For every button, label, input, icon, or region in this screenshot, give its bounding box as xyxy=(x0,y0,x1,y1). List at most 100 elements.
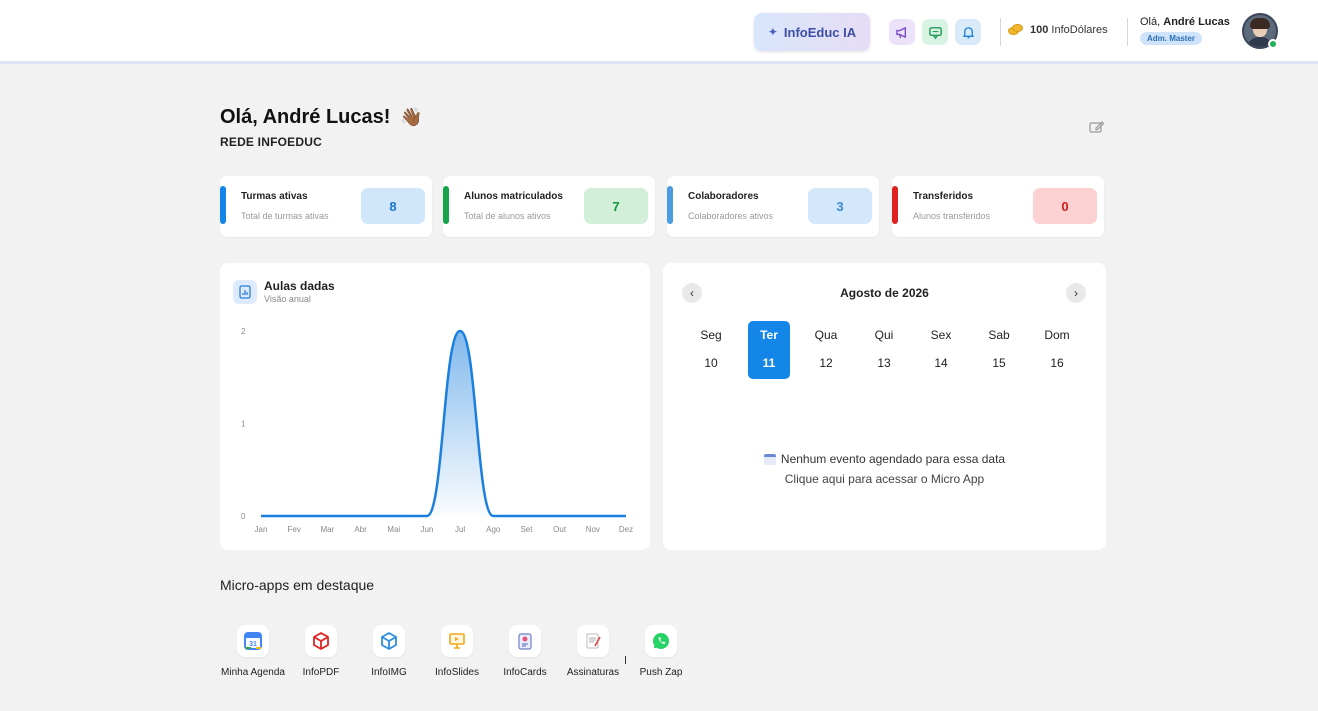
stat-value: 0 xyxy=(1033,188,1097,224)
day-date: 14 xyxy=(934,356,948,370)
app-label: Push Zap xyxy=(639,667,683,678)
waving-hand-icon: 👋🏾 xyxy=(400,107,423,127)
calendar-app-icon: 31 xyxy=(237,625,269,657)
calendar-day[interactable]: Sex 14 xyxy=(920,321,962,379)
micro-app-infoslides[interactable]: InfoSlides xyxy=(422,625,492,678)
day-date: 15 xyxy=(992,356,1006,370)
day-date: 16 xyxy=(1050,356,1064,370)
app-label: InfoSlides xyxy=(435,667,479,678)
network-name: REDE INFOEDUC xyxy=(220,135,322,149)
next-month-button[interactable]: › xyxy=(1066,283,1086,303)
no-event-message: Nenhum evento agendado para essa data xyxy=(663,452,1106,466)
role-badge: Adm. Master xyxy=(1140,32,1203,45)
day-name: Sab xyxy=(988,328,1010,342)
stat-title: Turmas ativas xyxy=(241,191,308,202)
chat-icon[interactable] xyxy=(922,19,948,45)
stat-card-transferidos[interactable]: Transferidos Alunos transferidos 0 xyxy=(892,176,1104,237)
sparkle-icon: ✦ xyxy=(767,25,778,39)
micro-apps-title: Micro-apps em destaque xyxy=(220,577,375,593)
stat-accent-bar xyxy=(667,186,673,224)
micro-app-infopdf[interactable]: InfoPDF xyxy=(286,625,356,678)
app-label: InfoPDF xyxy=(302,667,340,678)
x-tick-label: Mai xyxy=(387,525,400,534)
x-tick-label: Set xyxy=(520,525,533,534)
stat-card-colaboradores[interactable]: Colaboradores Colaboradores ativos 3 xyxy=(667,176,879,237)
series-line xyxy=(261,329,626,518)
stat-value: 7 xyxy=(584,188,648,224)
online-status-dot xyxy=(1268,39,1278,49)
x-tick-label: Nov xyxy=(586,525,600,534)
stat-value: 3 xyxy=(808,188,872,224)
coins-unit: InfoDólares xyxy=(1051,24,1108,36)
stat-subtitle: Alunos transferidos xyxy=(913,211,991,221)
calendar-card: ‹ Agosto de 2026 › Seg 10 Ter 11 Qua 12 Qui… xyxy=(663,263,1106,550)
divider xyxy=(1127,18,1128,46)
user-greeting: Olá, André Lucas xyxy=(1140,16,1230,28)
x-tick-label: Mar xyxy=(320,525,334,534)
calendar-day[interactable]: Sab 15 xyxy=(978,321,1020,379)
calendar-day[interactable]: Dom 16 xyxy=(1036,321,1078,379)
prev-month-button[interactable]: ‹ xyxy=(682,283,702,303)
edit-icon[interactable] xyxy=(1089,120,1105,134)
chart-subtitle: Visão anual xyxy=(264,294,311,304)
x-tick-label: Abr xyxy=(354,525,367,534)
calendar-day[interactable]: Qua 12 xyxy=(805,321,847,379)
micro-app-minha-agenda[interactable]: 31 Minha Agenda xyxy=(218,625,288,678)
stat-title: Alunos matriculados xyxy=(464,191,563,202)
stat-subtitle: Total de turmas ativas xyxy=(241,211,329,221)
calendar-day-selected[interactable]: Ter 11 xyxy=(748,321,790,379)
micro-app-infoimg[interactable]: InfoIMG xyxy=(354,625,424,678)
page-title: Olá, André Lucas! 👋🏾 xyxy=(220,106,423,129)
x-tick-label: Out xyxy=(553,525,567,534)
micro-app-assinaturas[interactable]: Assinaturas xyxy=(558,625,628,678)
calendar-day[interactable]: Qui 13 xyxy=(863,321,905,379)
access-micro-app-link[interactable]: Clique aqui para acessar o Micro App xyxy=(784,472,985,486)
x-tick-label: Fev xyxy=(288,525,301,534)
stat-subtitle: Colaboradores ativos xyxy=(688,211,774,221)
micro-app-infocards[interactable]: InfoCards xyxy=(490,625,560,678)
svg-text:31: 31 xyxy=(249,641,257,648)
megaphone-icon[interactable] xyxy=(889,19,915,45)
y-tick-label: 0 xyxy=(241,512,246,521)
x-tick-label: Dez xyxy=(619,525,633,534)
chart-card: Aulas dadas Visão anual 0 1 2 Jan Fev Mar Abr M… xyxy=(220,263,650,550)
bell-icon[interactable] xyxy=(955,19,981,45)
whatsapp-icon xyxy=(645,625,677,657)
red-cube-icon xyxy=(305,625,337,657)
chart-report-icon xyxy=(233,280,257,304)
app-label: Minha Agenda xyxy=(221,667,285,678)
day-name: Seg xyxy=(700,328,722,342)
app-label: Assinaturas xyxy=(566,667,620,678)
stat-accent-bar xyxy=(220,186,226,224)
micro-app-push-zap[interactable]: Push Zap xyxy=(626,625,696,678)
x-tick-label: Jan xyxy=(255,525,268,534)
day-name: Qua xyxy=(814,328,838,342)
divider xyxy=(1000,18,1001,46)
user-name: André Lucas xyxy=(1163,16,1230,28)
day-date: 11 xyxy=(762,356,776,370)
day-name: Sex xyxy=(930,328,952,342)
day-name: Qui xyxy=(874,328,894,342)
day-name: Dom xyxy=(1044,328,1070,342)
stat-card-alunos[interactable]: Alunos matriculados Total de alunos ativ… xyxy=(443,176,655,237)
welcome-title: Olá, André Lucas! xyxy=(220,106,391,128)
coins-amount: 100 xyxy=(1030,24,1049,36)
y-tick-label: 2 xyxy=(241,327,246,336)
cards-icon xyxy=(509,625,541,657)
greeting-prefix: Olá, xyxy=(1140,16,1161,28)
chart-title: Aulas dadas xyxy=(264,279,335,293)
ai-assistant-button[interactable]: ✦ InfoEduc IA xyxy=(754,13,870,51)
coins-balance[interactable]: 100 InfoDólares xyxy=(1008,24,1108,36)
y-tick-label: 1 xyxy=(241,420,246,429)
calendar-day[interactable]: Seg 10 xyxy=(690,321,732,379)
signature-icon xyxy=(577,625,609,657)
day-date: 12 xyxy=(819,356,833,370)
stat-title: Colaboradores xyxy=(688,191,759,202)
app-label: InfoCards xyxy=(503,667,547,678)
calendar-month: Agosto de 2026 xyxy=(840,286,929,300)
day-date: 13 xyxy=(877,356,891,370)
presentation-icon xyxy=(441,625,473,657)
text-cursor xyxy=(625,656,626,664)
stat-card-turmas[interactable]: Turmas ativas Total de turmas ativas 8 xyxy=(220,176,432,237)
no-event-text: Nenhum evento agendado para essa data xyxy=(780,452,1006,466)
